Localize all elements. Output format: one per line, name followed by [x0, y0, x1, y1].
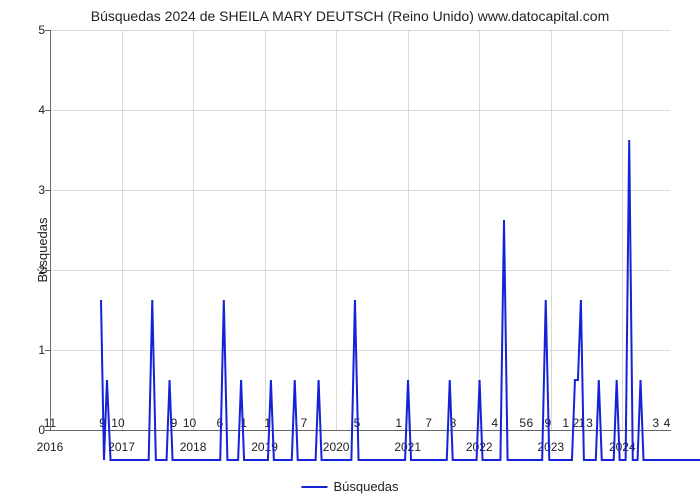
chart-container: Búsquedas 2024 de SHEILA MARY DEUTSCH (R… [0, 0, 700, 500]
legend-label: Búsquedas [333, 479, 398, 494]
y-tick-label: 5 [38, 23, 45, 37]
legend: Búsquedas [301, 479, 398, 494]
legend-swatch [301, 486, 327, 488]
y-tick-label: 4 [38, 103, 45, 117]
x-tick-label: 2016 [37, 440, 64, 454]
y-tick-label: 3 [38, 183, 45, 197]
y-tick-label: 2 [38, 263, 45, 277]
line-series [101, 60, 700, 460]
y-tick-label: 1 [38, 343, 45, 357]
plot-area [50, 30, 671, 431]
chart-title: Búsquedas 2024 de SHEILA MARY DEUTSCH (R… [0, 8, 700, 24]
